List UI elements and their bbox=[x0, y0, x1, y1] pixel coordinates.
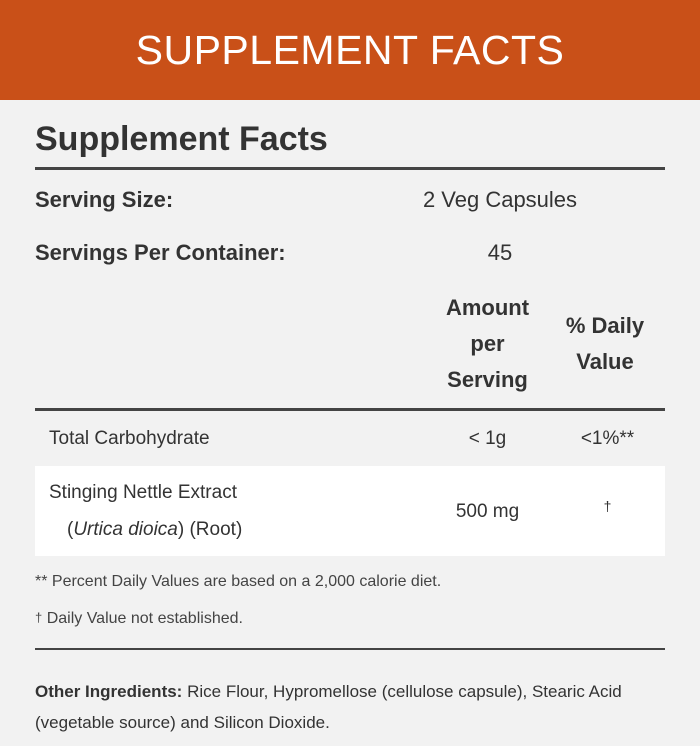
servings-per-container-value: 45 bbox=[487, 240, 513, 265]
nutrient-row: Stinging Nettle Extract (Urtica dioica) … bbox=[35, 466, 665, 556]
bottom-rule bbox=[35, 648, 665, 650]
top-rule bbox=[35, 167, 665, 170]
nutrient-daily-value: † bbox=[603, 498, 612, 514]
scientific-name: Urtica dioica bbox=[73, 519, 178, 540]
dagger-symbol: † bbox=[35, 610, 43, 625]
percent-daily-footnote: ** Percent Daily Values are based on a 2… bbox=[35, 573, 442, 590]
other-ingredients: Other Ingredients: Rice Flour, Hypromell… bbox=[35, 676, 665, 738]
panel-title: Supplement Facts bbox=[35, 120, 328, 158]
amount-header-line: per bbox=[470, 331, 505, 356]
nutrient-amount: < 1g bbox=[468, 428, 507, 449]
servings-per-container-label: Servings Per Container: bbox=[35, 240, 286, 265]
daily-value-header: % Daily Value bbox=[555, 308, 655, 380]
amount-header-line: Amount bbox=[445, 295, 530, 320]
nutrient-row: Total Carbohydrate < 1g <1%** bbox=[35, 413, 665, 465]
amount-header-line: Serving bbox=[447, 367, 528, 392]
header-rule bbox=[35, 408, 665, 411]
nutrient-subname: (Urtica dioica) (Root) bbox=[67, 519, 243, 540]
header-banner: SUPPLEMENT FACTS bbox=[0, 0, 700, 100]
daily-header-line: Value bbox=[576, 349, 634, 374]
other-ingredients-text: Rice Flour, Hypromellose (cellulose caps… bbox=[35, 682, 622, 732]
nutrient-name: Stinging Nettle Extract bbox=[49, 482, 237, 503]
daily-header-line: % Daily bbox=[565, 313, 645, 338]
serving-size-label: Serving Size: bbox=[35, 187, 174, 212]
plant-part: (Root) bbox=[189, 519, 243, 540]
nutrient-daily-value: <1%** bbox=[580, 428, 635, 449]
dagger-footnote: † Daily Value not established. bbox=[35, 610, 243, 628]
other-ingredients-label: Other Ingredients: bbox=[35, 682, 183, 701]
nutrient-amount: 500 mg bbox=[455, 501, 520, 522]
dagger-footnote-text: Daily Value not established. bbox=[46, 610, 243, 627]
nutrient-name: Total Carbohydrate bbox=[49, 428, 210, 449]
amount-per-serving-header: Amount per Serving bbox=[425, 290, 550, 398]
banner-title: SUPPLEMENT FACTS bbox=[135, 26, 565, 73]
serving-size-value: 2 Veg Capsules bbox=[422, 187, 578, 212]
